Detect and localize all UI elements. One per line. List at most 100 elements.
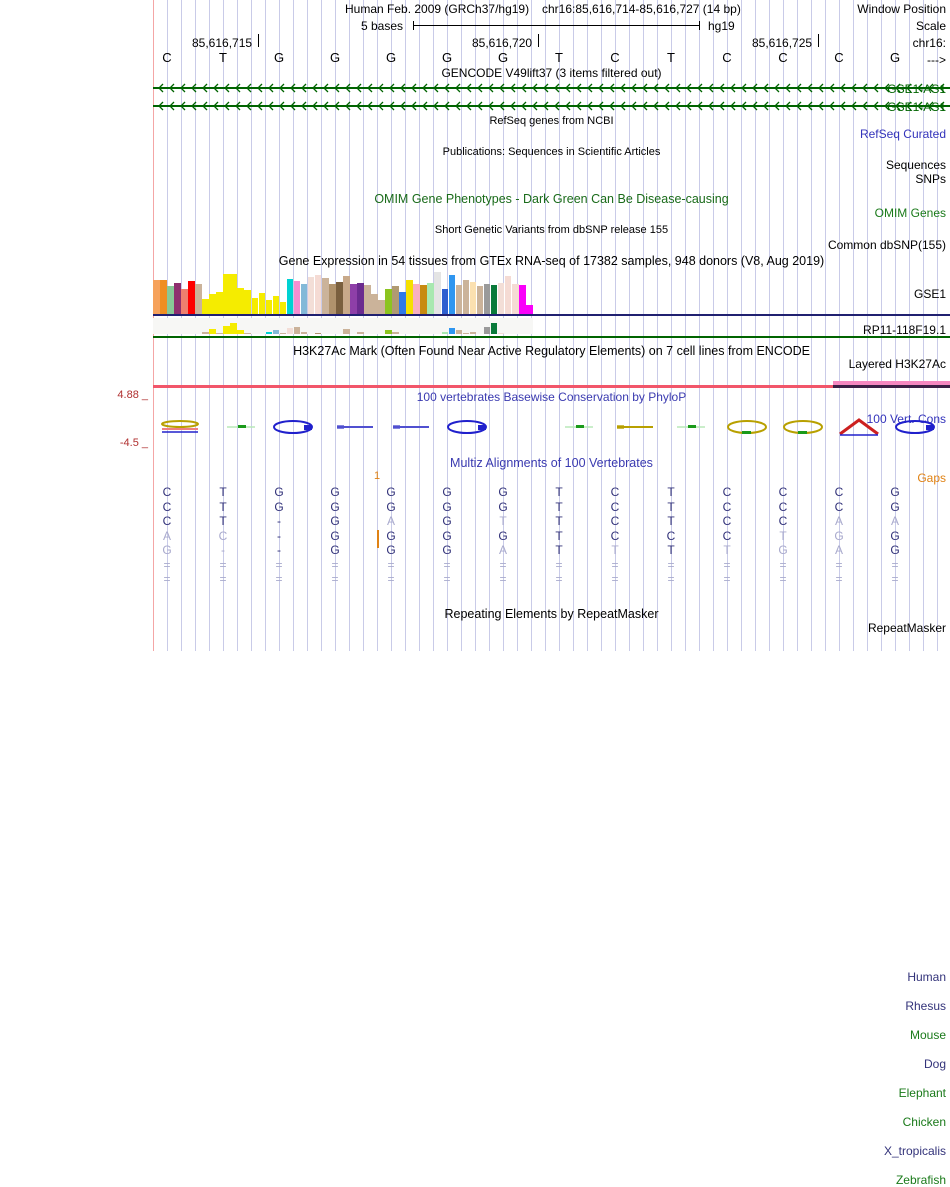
gaps-label[interactable]: Gaps — [917, 471, 946, 485]
gtex-tissue-bar[interactable] — [167, 286, 174, 314]
gtex-tissue-bar[interactable] — [321, 278, 329, 314]
species-label-mouse[interactable]: Mouse — [909, 1028, 946, 1042]
rp11-tissue-bar[interactable] — [216, 332, 223, 334]
rp11-tissue-bar[interactable] — [455, 330, 463, 334]
gtex-tissue-bar[interactable] — [511, 284, 519, 314]
gtex-tissue-bar[interactable] — [265, 300, 273, 314]
rp11-tissue-bar[interactable] — [497, 332, 505, 334]
species-label-zebrafish[interactable]: Zebrafish — [895, 1173, 946, 1187]
gtex-tissue-bar[interactable] — [490, 285, 498, 314]
rp11-tissue-bar[interactable] — [385, 330, 392, 334]
rp11-tissue-bar[interactable] — [202, 331, 209, 334]
sequences-label[interactable]: Sequences — [885, 158, 946, 172]
gtex-tissue-bar[interactable] — [350, 284, 357, 314]
gtex-tissue-bar[interactable] — [455, 285, 463, 314]
gtex-tissue-bar[interactable] — [525, 305, 533, 314]
repeatmasker-label[interactable]: RepeatMasker — [867, 621, 946, 635]
gtex-tissue-bar[interactable] — [371, 294, 378, 314]
species-label-dog[interactable]: Dog — [923, 1057, 946, 1071]
gtex-tissue-bar[interactable] — [497, 283, 505, 314]
gencode-transcript-1[interactable] — [153, 100, 950, 112]
gtex-tissue-bar[interactable] — [504, 276, 512, 314]
gtex-tissue-bar[interactable] — [160, 280, 167, 314]
gtex-tissue-bar[interactable] — [385, 289, 392, 314]
rp11-tissue-bar[interactable] — [448, 328, 456, 334]
species-label-chicken[interactable]: Chicken — [902, 1115, 946, 1129]
rp11-tissue-bar[interactable] — [483, 326, 491, 334]
rp11-tissue-bar[interactable] — [462, 332, 470, 334]
layered-h3k27ac-label[interactable]: Layered H3K27Ac — [848, 357, 946, 371]
rp11-tissue-bar[interactable] — [392, 331, 399, 334]
rp11-tissue-bar[interactable] — [469, 331, 477, 334]
gtex-tissue-bar[interactable] — [462, 280, 470, 314]
gtex-tissue-bar[interactable] — [195, 284, 202, 314]
rp11-tissue-bar[interactable] — [286, 328, 294, 334]
gtex-tissue-bar[interactable] — [209, 294, 216, 314]
gtex-tissue-bar[interactable] — [188, 281, 195, 314]
gtex-tissue-bar[interactable] — [357, 283, 364, 314]
gtex-tissue-bar[interactable] — [364, 285, 371, 314]
omim-genes-label[interactable]: OMIM Genes — [874, 206, 946, 220]
gtex-tissue-bar[interactable] — [399, 292, 406, 314]
gtex-tissue-bar[interactable] — [174, 283, 181, 314]
gtex-tissue-bar[interactable] — [441, 289, 449, 314]
gtex-tissue-bar[interactable] — [181, 289, 188, 314]
rp11-tissue-bar[interactable] — [490, 323, 498, 334]
rp11-tissue-bar[interactable] — [357, 331, 364, 334]
conservation-plot[interactable] — [153, 408, 950, 454]
snps-label[interactable]: SNPs — [915, 172, 946, 186]
gtex-tissue-bar[interactable] — [279, 302, 287, 314]
gtex-bar-chart[interactable] — [153, 270, 533, 314]
species-label-x_tropicalis[interactable]: X_tropicalis — [883, 1144, 946, 1158]
rp11-bar-chart[interactable] — [153, 318, 533, 334]
gtex-tissue-bar[interactable] — [153, 280, 160, 314]
gtex-tissue-bar[interactable] — [300, 284, 308, 314]
gtex-tissue-bar[interactable] — [230, 274, 238, 314]
rp11-tissue-bar[interactable] — [272, 330, 280, 334]
gtex-tissue-bar[interactable] — [314, 275, 322, 314]
gtex-tissue-bar[interactable] — [392, 286, 399, 314]
gtex-tissue-bar[interactable] — [434, 272, 442, 314]
gtex-tissue-bar[interactable] — [223, 274, 230, 314]
gtex-tissue-bar[interactable] — [328, 284, 336, 314]
gtex-tissue-bar[interactable] — [202, 299, 209, 314]
rp11-tissue-bar[interactable] — [209, 329, 216, 334]
gtex-tissue-bar[interactable] — [378, 300, 385, 314]
gtex-tissue-bar[interactable] — [335, 282, 343, 314]
gtex-tissue-bar[interactable] — [483, 284, 491, 314]
gtex-tissue-bar[interactable] — [251, 298, 259, 314]
gtex-tissue-bar[interactable] — [258, 293, 266, 314]
rp11-tissue-bar[interactable] — [343, 329, 350, 334]
rp11-tissue-bar[interactable] — [314, 332, 322, 334]
rp11-tissue-bar[interactable] — [237, 330, 245, 334]
gtex-tissue-bar[interactable] — [272, 296, 280, 314]
rp11-tissue-bar[interactable] — [279, 332, 287, 334]
rp11-tissue-bar[interactable] — [230, 323, 238, 334]
gtex-tissue-bar[interactable] — [244, 290, 252, 314]
gtex-tissue-bar[interactable] — [293, 281, 301, 314]
rp11-tissue-bar[interactable] — [441, 331, 449, 334]
rp11-tissue-bar[interactable] — [265, 331, 273, 334]
species-label-rhesus[interactable]: Rhesus — [905, 999, 946, 1013]
gtex-tissue-bar[interactable] — [413, 284, 420, 314]
rp11-tissue-bar[interactable] — [244, 332, 252, 334]
gencode-transcript-0[interactable] — [153, 82, 950, 94]
gtex-tissue-bar[interactable] — [427, 283, 435, 314]
gtex-tissue-bar[interactable] — [237, 288, 245, 314]
species-label-human[interactable]: Human — [907, 970, 946, 984]
gtex-tissue-bar[interactable] — [343, 276, 350, 314]
gtex-tissue-bar[interactable] — [307, 277, 315, 314]
rp11-tissue-bar[interactable] — [223, 325, 230, 334]
gtex-gene-label[interactable]: GSE1 — [913, 287, 946, 301]
gtex-tissue-bar[interactable] — [518, 285, 526, 314]
refseq-curated-label[interactable]: RefSeq Curated — [859, 127, 946, 141]
gtex-tissue-bar[interactable] — [420, 285, 428, 314]
rp11-gene-label[interactable]: RP11-118F19.1 — [863, 323, 946, 337]
rp11-tissue-bar[interactable] — [300, 331, 308, 334]
species-label-elephant[interactable]: Elephant — [898, 1086, 946, 1100]
gtex-tissue-bar[interactable] — [469, 282, 477, 314]
rp11-tissue-bar[interactable] — [293, 326, 301, 334]
gtex-tissue-bar[interactable] — [476, 286, 484, 314]
gtex-tissue-bar[interactable] — [286, 279, 294, 314]
